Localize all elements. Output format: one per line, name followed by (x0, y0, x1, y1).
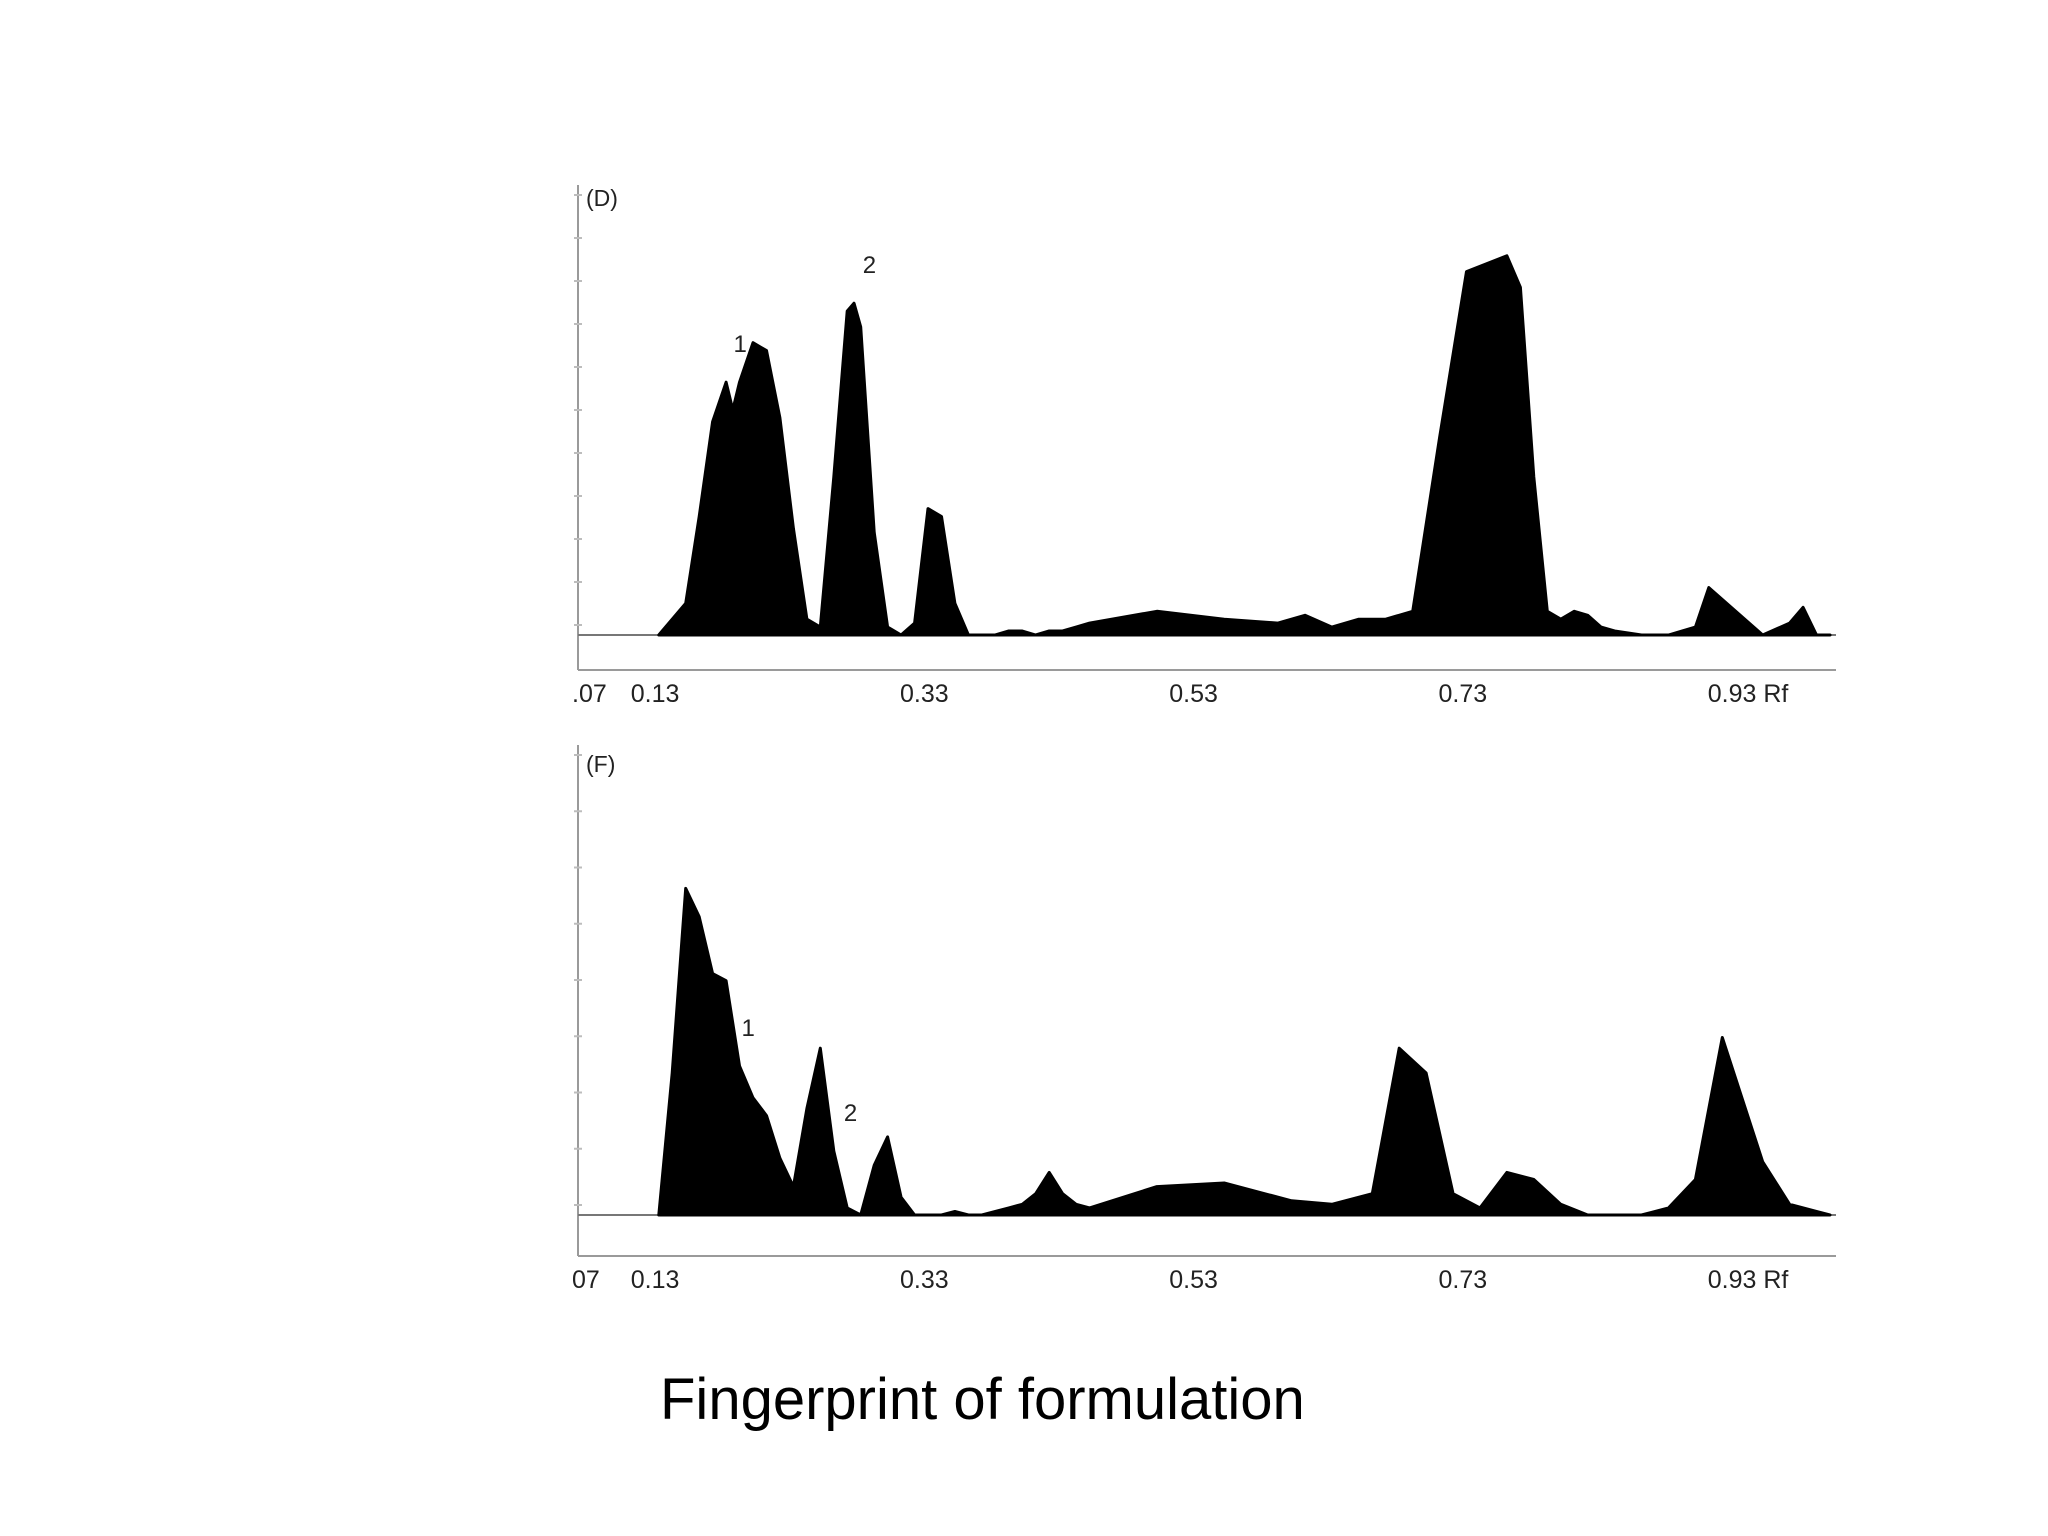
panel-label: (D) (586, 185, 618, 211)
chart-panel-d: (D) .07 0.13 0.33 0.53 0.73 0.93 Rf 1 2 (572, 185, 1836, 708)
densitogram-trace (657, 254, 1832, 637)
x-tick-label: 07 (572, 1266, 600, 1294)
x-tick-label: 0.33 (900, 680, 949, 708)
x-tick-label: 0.73 (1439, 1266, 1488, 1294)
panel-label: (F) (586, 751, 615, 777)
peak-label: 1 (742, 1015, 755, 1042)
chart-panel-f: (F) 07 0.13 0.33 0.53 0.73 0.93 Rf 1 2 (572, 745, 1836, 1294)
x-tick-label: 0.93 Rf (1708, 1266, 1789, 1294)
x-tick-label: 0.53 (1169, 1266, 1218, 1294)
densitogram-trace (657, 886, 1832, 1217)
x-tick-label: .07 (572, 680, 607, 708)
x-tick-label: 0.13 (631, 680, 680, 708)
x-tick-label: 0.13 (631, 1266, 680, 1294)
x-tick-label: 0.33 (900, 1266, 949, 1294)
slide-caption: Fingerprint of formulation (660, 1367, 1305, 1432)
peak-label: 1 (733, 331, 746, 358)
x-tick-label: 0.53 (1169, 680, 1218, 708)
peak-label: 2 (863, 252, 876, 279)
x-tick-label: 0.73 (1439, 680, 1488, 708)
peak-label: 2 (844, 1100, 857, 1127)
x-tick-label: 0.93 Rf (1708, 680, 1789, 708)
